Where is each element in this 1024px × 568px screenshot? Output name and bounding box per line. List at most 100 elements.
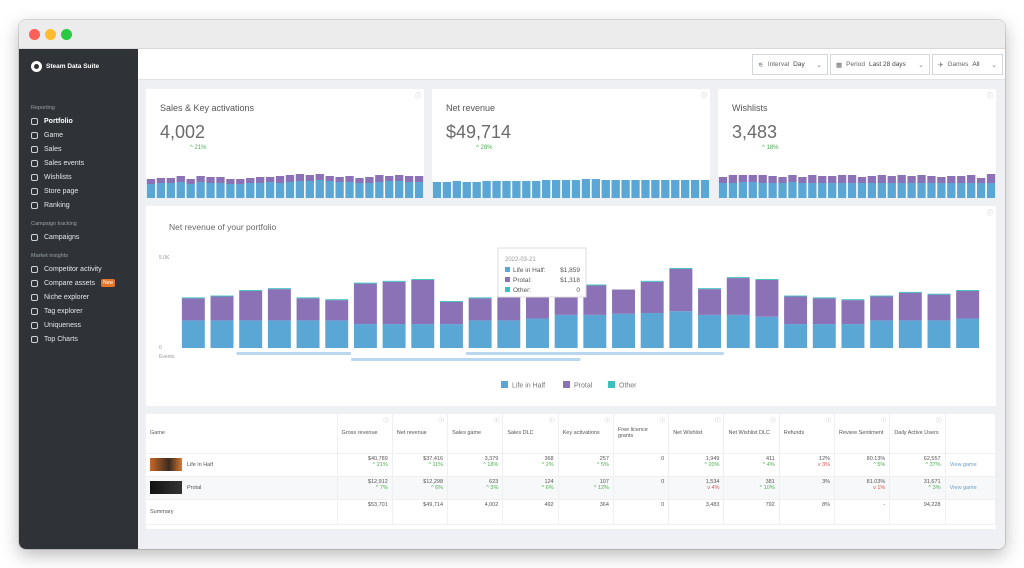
bar-other[interactable] <box>956 290 980 291</box>
info-icon[interactable]: ⓘ <box>770 418 776 424</box>
bar-life-in-half[interactable] <box>612 313 635 348</box>
bar-other[interactable] <box>784 295 808 297</box>
bar-life-in-half[interactable] <box>267 320 291 348</box>
bar-protal[interactable] <box>267 289 291 321</box>
bar-life-in-half[interactable] <box>439 324 463 348</box>
info-icon[interactable]: ⓘ <box>825 418 832 424</box>
column-header[interactable]: Net Wishlist DLC ⓘ <box>723 414 780 454</box>
bar-life-in-half[interactable] <box>468 320 492 348</box>
bar-life-in-half[interactable] <box>956 318 980 348</box>
bar-other[interactable] <box>898 291 922 293</box>
sidebar-item-competitor-activity[interactable]: Competitor activity <box>31 263 102 275</box>
bar-other[interactable] <box>583 284 607 286</box>
sidebar-item-top-charts[interactable]: Top Charts <box>31 333 78 345</box>
legend-label[interactable]: Life in Half <box>512 383 545 390</box>
column-header[interactable]: Net revenue ⓘ <box>392 414 449 454</box>
info-icon[interactable]: ⓘ <box>880 418 887 424</box>
bar-life-in-half[interactable] <box>898 320 922 348</box>
sidebar-item-sales[interactable]: Sales <box>31 143 62 155</box>
bar-life-in-half[interactable] <box>296 320 320 348</box>
column-header[interactable]: Review Sentiment ⓘ <box>834 414 891 454</box>
sidebar-item-compare-assets[interactable]: Compare assets New <box>31 277 115 289</box>
bar-protal[interactable] <box>239 290 263 321</box>
bar-life-in-half[interactable] <box>210 320 234 348</box>
bar-life-in-half[interactable] <box>353 324 377 348</box>
column-header[interactable]: Gross revenue ⓘ <box>337 414 393 454</box>
column-header[interactable]: Key activations ⓘ <box>558 414 614 454</box>
bar-protal[interactable] <box>411 279 435 325</box>
close-window-button[interactable] <box>29 29 40 40</box>
bar-life-in-half[interactable] <box>325 320 349 348</box>
bar-other[interactable] <box>267 288 291 290</box>
info-icon[interactable]: ⓘ <box>986 211 993 217</box>
bar-life-in-half[interactable] <box>382 324 406 348</box>
bar-other[interactable] <box>325 299 349 301</box>
info-icon[interactable]: ⓘ <box>414 94 421 100</box>
bar-life-in-half[interactable] <box>669 311 693 348</box>
minimize-window-button[interactable] <box>45 29 56 40</box>
bar-protal[interactable] <box>726 278 750 315</box>
event-bar[interactable] <box>351 358 581 361</box>
sidebar-item-campaigns[interactable]: Campaigns <box>31 231 79 243</box>
bar-protal[interactable] <box>296 298 320 321</box>
info-icon[interactable]: ⓘ <box>438 418 445 424</box>
bar-protal[interactable] <box>181 298 205 321</box>
bar-protal[interactable] <box>755 279 779 317</box>
event-bar[interactable] <box>236 352 352 355</box>
bar-other[interactable] <box>640 280 664 282</box>
bar-other[interactable] <box>841 299 865 301</box>
bar-life-in-half[interactable] <box>526 318 549 348</box>
info-icon[interactable]: ⓘ <box>604 418 610 424</box>
bar-life-in-half[interactable] <box>583 314 607 348</box>
sidebar-item-portfolio[interactable]: Portfolio <box>31 115 73 127</box>
games-filter[interactable]: ✈ Games All ⌄ <box>932 54 1003 75</box>
bar-other[interactable] <box>698 288 722 290</box>
bar-protal[interactable] <box>210 296 234 321</box>
bar-life-in-half[interactable] <box>927 320 951 348</box>
bar-other[interactable] <box>181 297 205 299</box>
legend-label[interactable]: Other <box>619 383 637 390</box>
period-filter[interactable]: ▦ Period Last 28 days ⌄ <box>830 54 930 75</box>
legend-label[interactable]: Protal <box>574 383 593 390</box>
interval-filter[interactable]: ⚟ Interval Day ⌄ <box>752 54 828 75</box>
app-logo[interactable]: Steam Data Suite <box>31 61 99 72</box>
bar-other[interactable] <box>812 297 836 299</box>
bar-life-in-half[interactable] <box>812 324 836 348</box>
bar-other[interactable] <box>439 301 463 302</box>
info-icon[interactable]: ⓘ <box>986 94 993 100</box>
bar-life-in-half[interactable] <box>698 314 722 348</box>
bar-life-in-half[interactable] <box>411 324 435 348</box>
column-header[interactable]: Daily Active Users ⓘ <box>889 414 946 454</box>
bar-protal[interactable] <box>812 298 836 325</box>
bar-protal[interactable] <box>497 296 521 321</box>
info-icon[interactable]: ⓘ <box>659 418 666 424</box>
event-bar[interactable] <box>465 352 724 355</box>
info-icon[interactable]: ⓘ <box>936 418 942 424</box>
column-header[interactable]: Sales game ⓘ <box>447 414 504 454</box>
bar-life-in-half[interactable] <box>841 324 865 348</box>
bar-protal[interactable] <box>325 300 349 321</box>
bar-other[interactable] <box>382 280 406 282</box>
bar-protal[interactable] <box>870 296 894 321</box>
bar-life-in-half[interactable] <box>784 324 808 348</box>
bar-protal[interactable] <box>382 281 406 325</box>
sidebar-item-game[interactable]: Game <box>31 129 63 141</box>
info-icon[interactable]: ⓘ <box>714 418 721 424</box>
bar-life-in-half[interactable] <box>640 313 664 348</box>
bar-protal[interactable] <box>898 292 922 321</box>
bar-life-in-half[interactable] <box>554 314 578 348</box>
column-header[interactable]: Game <box>146 414 338 454</box>
bar-other[interactable] <box>411 279 435 280</box>
bar-other[interactable] <box>870 295 894 297</box>
bar-other[interactable] <box>296 297 320 299</box>
sidebar-item-sales-events[interactable]: Sales events <box>31 157 84 169</box>
info-icon[interactable]: ⓘ <box>700 94 707 100</box>
legend-swatch[interactable] <box>608 381 615 388</box>
bar-other[interactable] <box>755 279 779 280</box>
bar-life-in-half[interactable] <box>755 316 779 348</box>
bar-other[interactable] <box>468 297 492 299</box>
info-icon[interactable]: ⓘ <box>549 418 555 424</box>
bar-protal[interactable] <box>439 302 463 325</box>
view-game-link[interactable]: View game <box>949 461 977 468</box>
info-icon[interactable]: ⓘ <box>383 418 389 424</box>
